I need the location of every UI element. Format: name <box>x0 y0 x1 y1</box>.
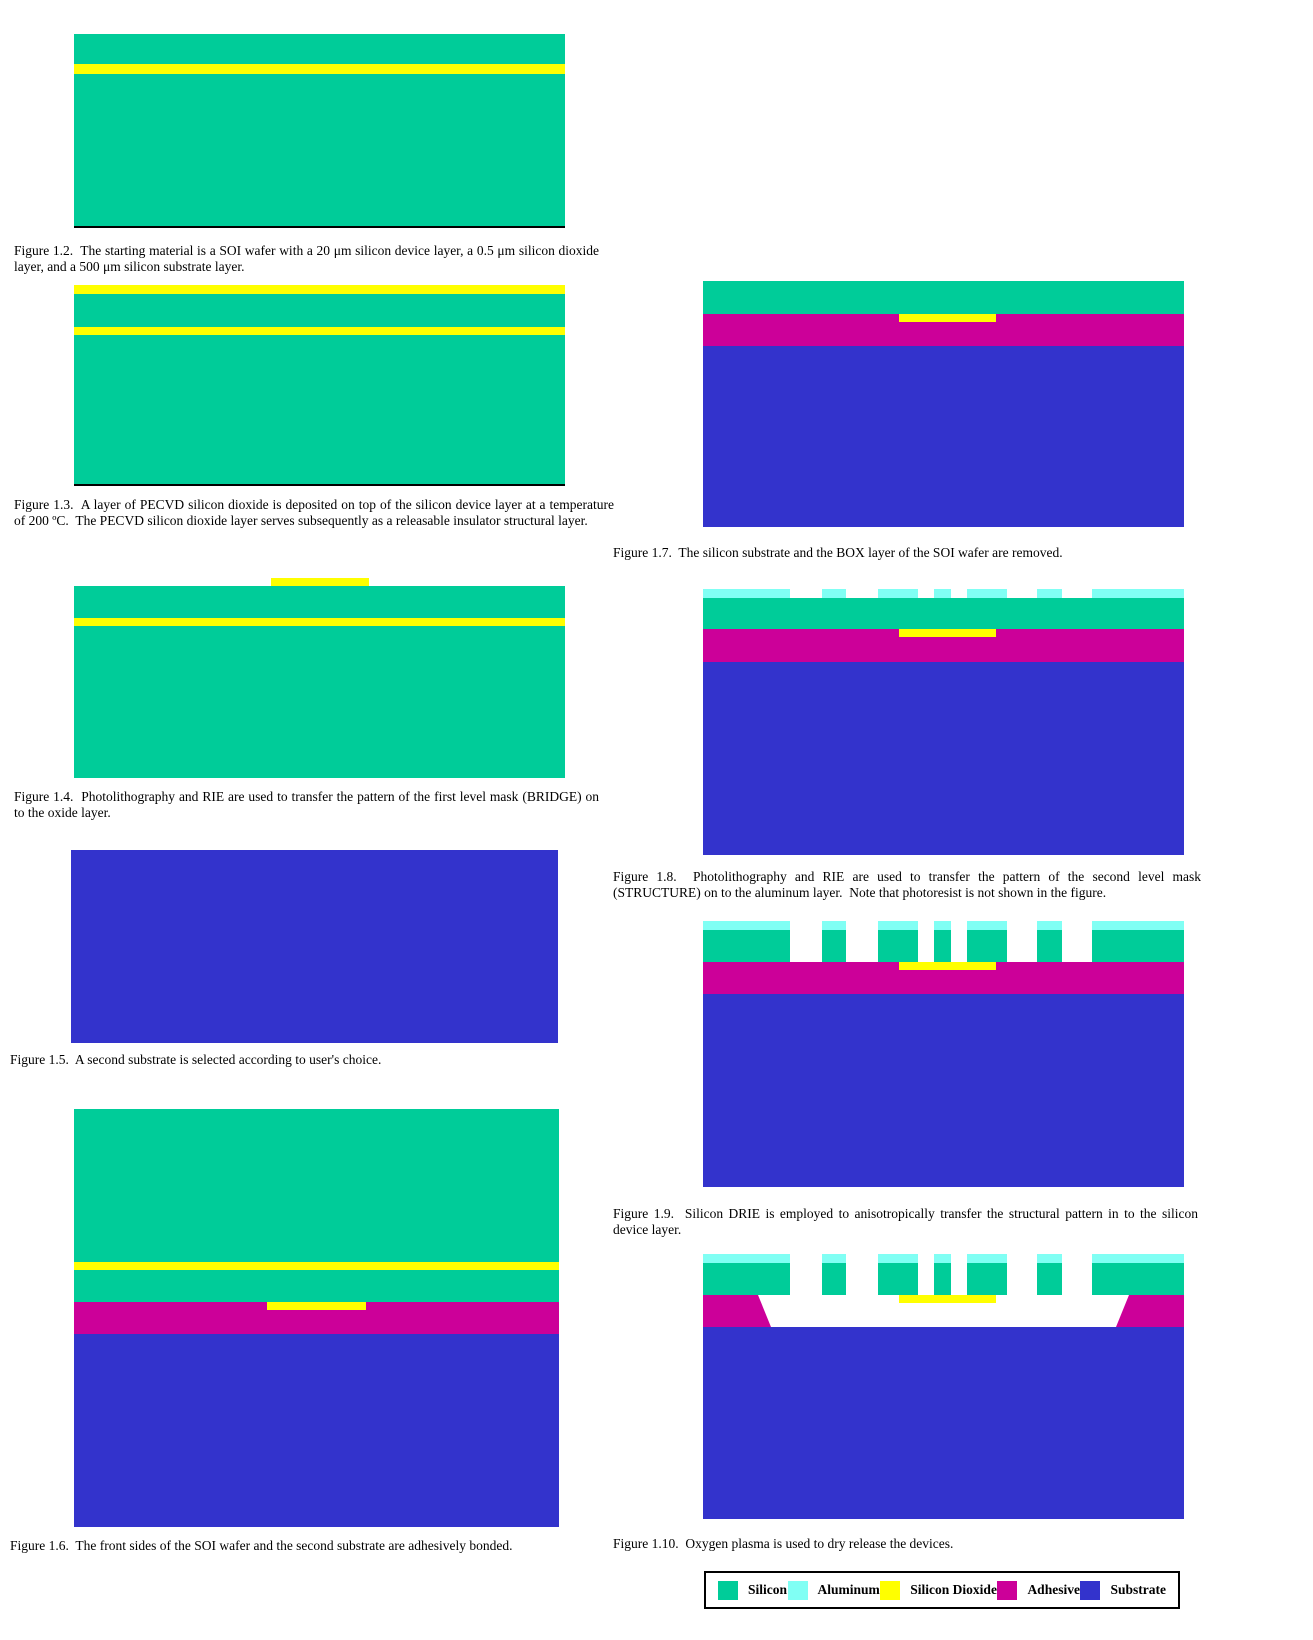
fig-1-9-silicon-layer <box>878 930 918 962</box>
fig-1-9-aluminum-layer <box>934 921 951 930</box>
figure-1-7-caption: Figure 1.7. The silicon substrate and th… <box>613 545 1063 560</box>
substrate-swatch-icon <box>1080 1580 1101 1600</box>
figure-1-9-caption: Figure 1.9. Silicon DRIE is employed to … <box>613 1206 1198 1237</box>
figure-1-10-caption: Figure 1.10. Oxygen plasma is used to dr… <box>613 1536 954 1551</box>
fig-1-4-silicon_dioxide-layer <box>271 578 369 586</box>
fig-1-10-aluminum-layer <box>1092 1254 1184 1263</box>
fig-1-10-silicon-layer <box>878 1263 918 1295</box>
fig-1-5-substrate-layer <box>71 850 558 1043</box>
fig-1-10-silicon-layer <box>934 1263 951 1295</box>
fig-1-6-silicon_dioxide-layer <box>267 1302 366 1310</box>
aluminum-swatch-icon <box>787 1580 808 1600</box>
fig-1-8-silicon_dioxide-layer <box>899 629 996 637</box>
legend-item-aluminum: Aluminum <box>787 1580 880 1600</box>
fig-1-10-adhesive-layer <box>1116 1295 1184 1327</box>
fig-1-9-aluminum-layer <box>967 921 1007 930</box>
fig-1-9-silicon-layer <box>934 930 951 962</box>
legend-label-silicon: Silicon <box>748 1582 788 1597</box>
legend-item-silicon: Silicon <box>718 1580 788 1600</box>
fig-1-9-substrate-layer <box>703 994 1184 1187</box>
figure-1-8-caption: Figure 1.8. Photolithography and RIE are… <box>613 869 1201 900</box>
silicon-swatch-icon <box>718 1580 738 1600</box>
fig-1-9-silicon-layer <box>1092 930 1184 962</box>
fig-1-10-silicon-layer <box>1037 1263 1062 1295</box>
fig-1-10-aluminum-layer <box>878 1254 918 1263</box>
fig-1-10-silicon-layer <box>703 1263 790 1295</box>
fig-1-10-aluminum-layer <box>934 1254 951 1263</box>
fig-1-3-silicon-layer <box>74 294 565 327</box>
fig-1-3-silicon_dioxide-layer <box>74 285 565 294</box>
fig-1-3-silicon_dioxide-layer <box>74 327 565 335</box>
fig-1-10-silicon_dioxide-layer <box>899 1295 996 1303</box>
fig-1-9-silicon-layer <box>822 930 846 962</box>
fig-1-6-silicon-layer <box>74 1270 559 1302</box>
fig-1-9-silicon-layer <box>967 930 1007 962</box>
figure-1-4-caption: Figure 1.4. Photolithography and RIE are… <box>14 789 599 820</box>
fig-1-8-aluminum-layer <box>878 589 918 598</box>
fig-1-4-silicon-layer <box>74 586 565 618</box>
fig-1-10-silicon-layer <box>1092 1263 1184 1295</box>
fig-1-8-aluminum-layer <box>822 589 846 598</box>
fig-1-10-adhesive-layer <box>703 1295 771 1327</box>
silicon-dioxide-swatch-icon <box>880 1580 901 1600</box>
fig-1-10-aluminum-layer <box>703 1254 790 1263</box>
fig-1-9-silicon-layer <box>1037 930 1062 962</box>
fig-1-6-silicon-layer <box>74 1109 559 1262</box>
fig-1-9-aluminum-layer <box>1037 921 1062 930</box>
figure-1-6-caption: Figure 1.6. The front sides of the SOI w… <box>10 1538 513 1553</box>
fig-1-8-substrate-layer <box>703 662 1184 855</box>
figure-1-7-substrate-removed-diagram <box>703 281 1184 527</box>
fig-1-8-aluminum-layer <box>934 589 951 598</box>
legend-item-adhesive: Adhesive <box>997 1580 1080 1600</box>
fig-1-9-aluminum-layer <box>703 921 790 930</box>
figure-1-9-drie-etch-diagram <box>703 921 1184 1187</box>
fig-1-10-aluminum-layer <box>1037 1254 1062 1263</box>
fig-1-8-aluminum-layer <box>1092 589 1184 598</box>
fig-1-9-silicon_dioxide-layer <box>899 962 996 970</box>
fig-1-9-aluminum-layer <box>878 921 918 930</box>
figure-1-6-adhesive-bond-diagram <box>74 1109 559 1527</box>
fig-1-2-silicon-layer <box>74 34 565 64</box>
fig-1-10-aluminum-layer <box>822 1254 846 1263</box>
fig-1-7-silicon_dioxide-layer <box>899 314 996 322</box>
figure-1-10-dry-release-diagram <box>703 1254 1184 1519</box>
legend-item-silicon-dioxide: Silicon Dioxide <box>880 1580 997 1600</box>
legend-item-substrate: Substrate <box>1080 1580 1166 1600</box>
legend-label-aluminum: Aluminum <box>817 1582 880 1597</box>
fig-1-9-aluminum-layer <box>822 921 846 930</box>
fig-1-10-silicon-layer <box>967 1263 1007 1295</box>
fig-1-2-silicon-layer <box>74 74 565 226</box>
fig-1-6-substrate-layer <box>74 1334 559 1527</box>
fig-1-10-substrate-layer <box>703 1327 1184 1519</box>
fig-1-3-silicon-layer <box>74 335 565 484</box>
figure-1-2-soi-wafer-diagram <box>74 34 565 228</box>
fig-1-10-silicon-layer <box>822 1263 846 1295</box>
figure-1-2-caption: Figure 1.2. The starting material is a S… <box>14 243 599 274</box>
fig-1-6-silicon_dioxide-layer <box>74 1262 559 1270</box>
figure-1-8-structure-mask-diagram <box>703 589 1184 855</box>
fig-1-8-aluminum-layer <box>1037 589 1062 598</box>
figure-1-5-caption: Figure 1.5. A second substrate is select… <box>10 1052 382 1067</box>
legend-label-adhesive: Adhesive <box>1027 1582 1080 1597</box>
fig-1-9-silicon-layer <box>703 930 790 962</box>
fig-1-8-aluminum-layer <box>703 589 790 598</box>
fig-1-4-silicon_dioxide-layer <box>74 618 565 626</box>
figure-1-3-pecvd-oxide-diagram <box>74 285 565 486</box>
legend-label-silicon-dioxide: Silicon Dioxide <box>910 1582 997 1597</box>
adhesive-swatch-icon <box>997 1580 1018 1600</box>
fig-1-9-aluminum-layer <box>1092 921 1184 930</box>
figure-1-4-bridge-mask-diagram <box>74 578 565 778</box>
legend: Silicon Aluminum Silicon Dioxide Adhesiv… <box>704 1571 1180 1609</box>
fig-1-7-silicon-layer <box>703 281 1184 314</box>
figure-1-3-caption: Figure 1.3. A layer of PECVD silicon dio… <box>14 497 614 528</box>
fig-1-2-silicon_dioxide-layer <box>74 64 565 74</box>
fig-1-8-aluminum-layer <box>967 589 1007 598</box>
figure-1-5-second-substrate-diagram <box>71 850 558 1043</box>
fig-1-7-substrate-layer <box>703 346 1184 527</box>
fig-1-8-silicon-layer <box>703 598 1184 629</box>
legend-label-substrate: Substrate <box>1110 1582 1166 1597</box>
fig-1-4-silicon-layer <box>74 626 565 778</box>
fig-1-10-aluminum-layer <box>967 1254 1007 1263</box>
